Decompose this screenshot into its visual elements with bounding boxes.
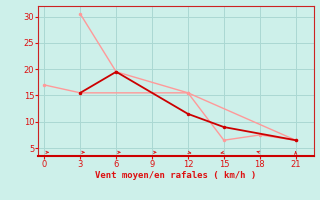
X-axis label: Vent moyen/en rafales ( km/h ): Vent moyen/en rafales ( km/h ) <box>95 171 257 180</box>
